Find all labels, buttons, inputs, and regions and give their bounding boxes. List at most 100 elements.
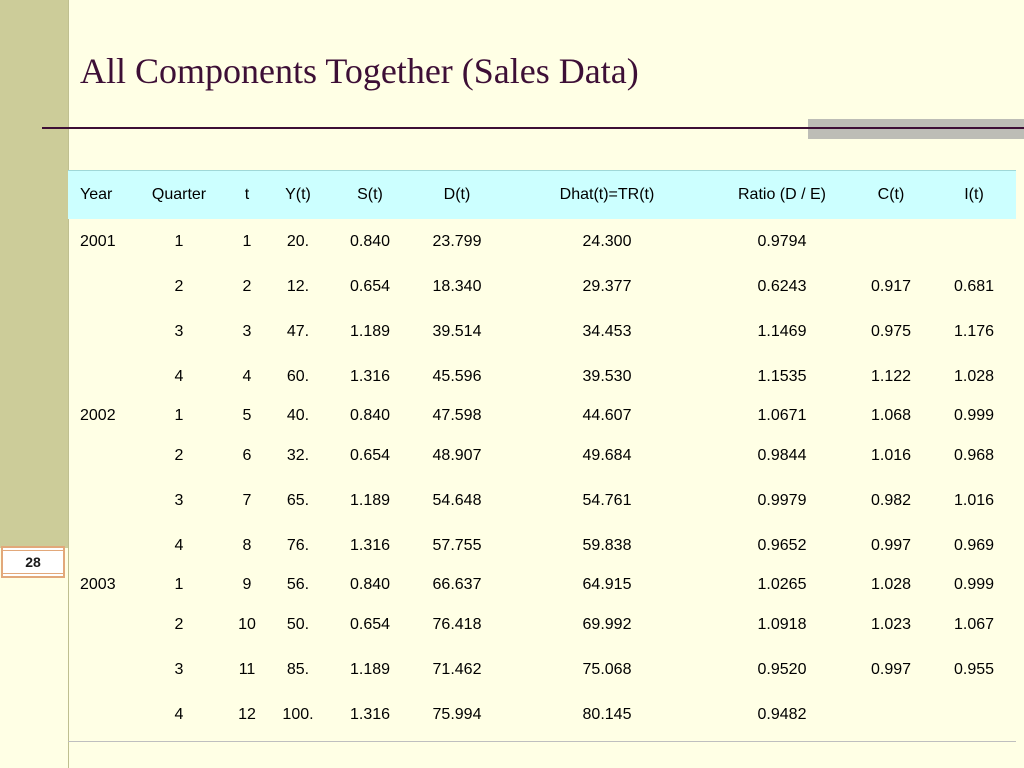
table-cell: 0.681 xyxy=(953,277,995,295)
table-cell xyxy=(68,523,134,568)
table-cell: 1.1535 xyxy=(757,367,807,385)
table-cell: 4 xyxy=(174,367,184,385)
table-cell xyxy=(68,264,134,309)
table-cell xyxy=(68,309,134,354)
table-cell: 3 xyxy=(174,491,184,509)
table-cell: 10 xyxy=(238,615,256,633)
table-cell: 2 xyxy=(174,277,184,295)
table-cell: 0.955 xyxy=(953,660,995,678)
header-s: S(t) xyxy=(357,186,383,203)
table-cell: 45.596 xyxy=(432,367,482,385)
table-cell: 1.316 xyxy=(349,367,391,385)
table-cell: 1.176 xyxy=(953,322,995,340)
table-cell: 1.122 xyxy=(870,367,912,385)
table-cell: 0.9482 xyxy=(757,705,807,723)
table-cell: 50. xyxy=(286,615,310,633)
table-cell: 1.028 xyxy=(870,576,912,593)
table-cell: 1.0918 xyxy=(757,615,807,633)
table-cell: 4 xyxy=(174,536,184,554)
table-cell: 2 xyxy=(174,446,184,464)
title-underline xyxy=(42,127,1024,129)
table-cell: 7 xyxy=(242,491,252,509)
table-cell: 12. xyxy=(286,277,310,295)
table-cell: 80.145 xyxy=(582,705,632,723)
table-cell: 3 xyxy=(174,660,184,678)
table-cell: 0.654 xyxy=(349,615,391,633)
header-t: t xyxy=(244,186,250,203)
sales-data-table: Year Quarter t Y(t) S(t) D(t) Dhat(t)=TR… xyxy=(68,171,1016,737)
table-cell: 2003 xyxy=(80,576,116,593)
table-cell: 0.6243 xyxy=(757,277,807,295)
header-year: Year xyxy=(80,186,113,203)
table-cell: 0.9844 xyxy=(757,446,807,464)
table-cell: 76.418 xyxy=(432,615,482,633)
table-cell: 47.598 xyxy=(432,407,482,424)
table-cell: 2002 xyxy=(80,407,116,424)
table-cell: 59.838 xyxy=(582,536,632,554)
table-cell: 1 xyxy=(174,576,184,593)
table-cell: 56. xyxy=(286,576,310,593)
table-cell: 9 xyxy=(242,576,252,593)
table-cell: 1.023 xyxy=(870,615,912,633)
table-cell: 20. xyxy=(286,232,310,250)
table-cell: 1 xyxy=(174,407,184,424)
table-cell: 65. xyxy=(286,491,310,509)
table-cell: 12 xyxy=(238,705,256,723)
table-row: 2 2 12. 0.654 18.340 29.377 0.6243 0.917 0.681 xyxy=(68,264,1016,309)
table-cell: 76. xyxy=(286,536,310,554)
table-cell: 44.607 xyxy=(582,407,632,424)
table-cell: 0.654 xyxy=(349,277,391,295)
header-d: D(t) xyxy=(443,186,471,203)
table-cell: 0.997 xyxy=(870,536,912,554)
table-cell: 49.684 xyxy=(582,446,632,464)
header-quarter: Quarter xyxy=(151,186,207,203)
table-cell: 3 xyxy=(174,322,184,340)
table-cell xyxy=(68,354,134,399)
table-cell: 8 xyxy=(242,536,252,554)
left-sidebar-bar xyxy=(0,0,68,548)
table-cell: 1.016 xyxy=(870,446,912,464)
table-cell: 34.453 xyxy=(582,322,632,340)
table-row: 2 6 32. 0.654 48.907 49.684 0.9844 1.016 0.968 xyxy=(68,433,1016,478)
table-cell: 32. xyxy=(286,446,310,464)
table-cell: 29.377 xyxy=(582,277,632,295)
table-row: 3 3 47. 1.189 39.514 34.453 1.1469 0.975 1.176 xyxy=(68,309,1016,354)
table-cell: 1.0265 xyxy=(757,576,807,593)
title-accent-block xyxy=(808,119,1024,139)
table-cell: 0.840 xyxy=(349,407,391,424)
header-y: Y(t) xyxy=(285,186,311,203)
table-row: 2 10 50. 0.654 76.418 69.992 1.0918 1.023 1.067 xyxy=(68,602,1016,647)
left-divider-line xyxy=(68,0,69,768)
header-c: C(t) xyxy=(877,186,905,203)
table-cell: 2001 xyxy=(80,232,116,250)
table-cell: 4 xyxy=(242,367,252,385)
header-ratio: Ratio (D / E) xyxy=(737,186,826,203)
table-row: 4 12 100. 1.316 75.994 80.145 0.9482 xyxy=(68,692,1016,737)
table-cell xyxy=(68,433,134,478)
table-cell: 0.840 xyxy=(349,576,391,593)
table-cell: 18.340 xyxy=(432,277,482,295)
table-cell: 100. xyxy=(282,705,314,723)
table-cell: 71.462 xyxy=(432,660,482,678)
table-cell: 2 xyxy=(242,277,252,295)
table-row: 4 4 60. 1.316 45.596 39.530 1.1535 1.122 1.028 xyxy=(68,354,1016,399)
table-cell: 11 xyxy=(238,660,256,678)
table-cell: 0.9652 xyxy=(757,536,807,554)
table-cell: 64.915 xyxy=(582,576,632,593)
header-dhat: Dhat(t)=TR(t) xyxy=(559,186,655,203)
slide-number-badge: 28 xyxy=(1,546,65,578)
table-cell: 0.969 xyxy=(953,536,995,554)
table-cell: 1 xyxy=(242,232,252,250)
table-row: 3 11 85. 1.189 71.462 75.068 0.9520 0.997 0.955 xyxy=(68,647,1016,692)
table-cell: 1.189 xyxy=(349,491,391,509)
table-row: 3 7 65. 1.189 54.648 54.761 0.9979 0.982 1.016 xyxy=(68,478,1016,523)
table-cell: 1.028 xyxy=(953,367,995,385)
slide-title: All Components Together (Sales Data) xyxy=(80,51,639,91)
table-cell: 1.0671 xyxy=(757,407,807,424)
table-cell: 24.300 xyxy=(582,232,632,250)
table-row: 2002 1 5 40. 0.840 47.598 44.607 1.0671 1.068 0.9… xyxy=(68,399,1016,433)
table-cell xyxy=(850,219,932,264)
table-cell: 1.189 xyxy=(349,660,391,678)
table-cell: 40. xyxy=(286,407,310,424)
table-cell: 0.9520 xyxy=(757,660,807,678)
